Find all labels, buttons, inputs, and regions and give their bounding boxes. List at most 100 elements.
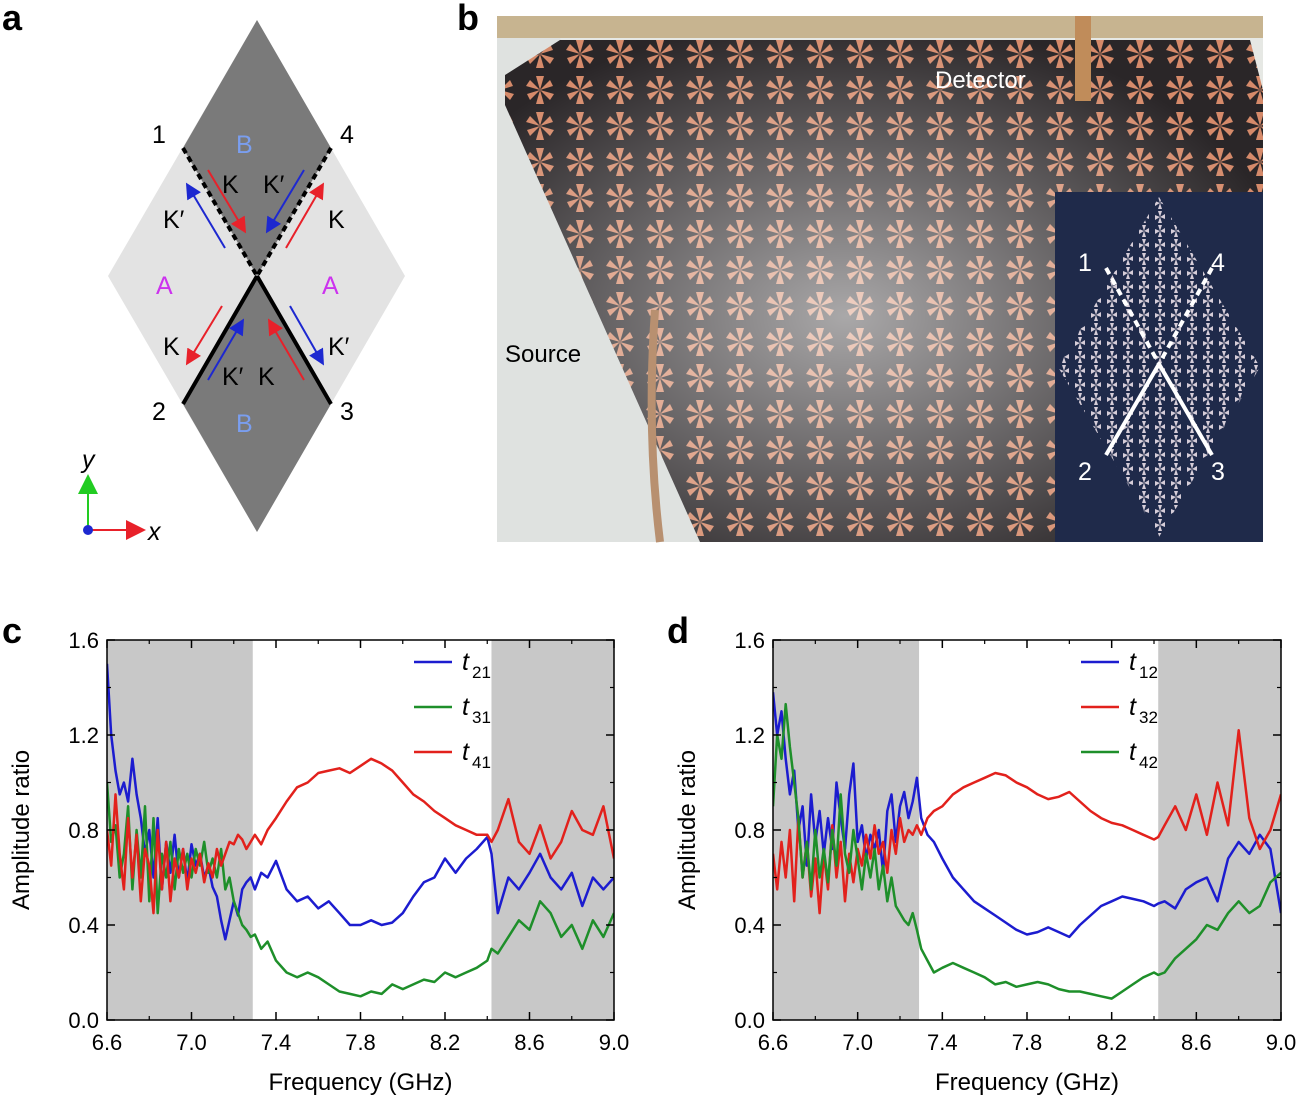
valley-kp-label-2: K′ [163, 206, 185, 234]
inset-port-2: 2 [1078, 458, 1092, 486]
y-tick-label: 0.4 [68, 913, 99, 938]
x-tick-label: 7.8 [345, 1030, 376, 1055]
origin-dot [83, 525, 93, 535]
series-line-t31 [107, 782, 614, 998]
y-tick-label: 1.2 [734, 723, 765, 748]
x-tick-label: 7.4 [261, 1030, 292, 1055]
probe [1075, 16, 1091, 101]
legend-label: t [462, 648, 470, 676]
inset-dashed-left [1104, 267, 1161, 365]
x-tick-label: 9.0 [599, 1030, 630, 1055]
solid-interface-right [255, 274, 333, 406]
x-tick-label: 7.4 [927, 1030, 958, 1055]
inset-solid-left [1104, 362, 1161, 457]
x-tick-label: 8.6 [514, 1030, 545, 1055]
legend-label-subscript: 41 [472, 753, 491, 772]
x-tick-label: 6.6 [758, 1030, 789, 1055]
x-tick-label: 7.0 [842, 1030, 873, 1055]
inset-port-1: 1 [1078, 249, 1092, 277]
valley-kp-label-1: K′ [263, 171, 285, 199]
legend-label: t [1129, 648, 1137, 676]
x-axis-label: x [147, 518, 162, 546]
y-axis-label: y [80, 446, 96, 474]
y-axis-title: Amplitude ratio [674, 750, 701, 910]
region-a-label-right: A [322, 272, 339, 300]
y-tick-label: 0.0 [734, 1008, 765, 1033]
panel-a-letter: a [2, 0, 23, 38]
valley-kp-label-3: K′ [328, 333, 350, 361]
shaded-band [107, 640, 253, 1020]
legend-label: t [462, 693, 470, 721]
series-line-t32 [773, 729, 1281, 915]
valley-k-label-4: K [258, 363, 275, 391]
arrow-k-red [207, 169, 247, 234]
arrow-kp-blue [289, 305, 324, 366]
y-tick-label: 0.8 [734, 818, 765, 843]
arrow-k-red [267, 318, 305, 381]
legend-label-subscript: 21 [472, 663, 491, 682]
valley-kp-label-4: K′ [222, 363, 244, 391]
inset-port-3: 3 [1211, 458, 1225, 486]
region-a-label-left: A [156, 272, 173, 300]
arrow-kp-blue [185, 182, 226, 249]
panel-d-letter: d [667, 610, 689, 651]
panel-c-letter: c [2, 610, 22, 651]
legend-label-subscript: 12 [1139, 663, 1158, 682]
y-axis-title: Amplitude ratio [8, 750, 35, 910]
series-line-t42 [773, 702, 1281, 1000]
dashed-interface-left [181, 146, 259, 278]
panel-d: d 6.6 7.0 7.4 7.8 8.2 8.6 9.0 0.0 0.4 0.8 1.2 1.6 Fr… [667, 610, 1296, 1096]
cable [647, 309, 664, 543]
chart-c: 6.6 7.0 7.4 7.8 8.2 8.6 9.0 0.0 0.4 0.8 1.2 1.6 Freq… [8, 628, 629, 1096]
x-tick-label: 7.8 [1012, 1030, 1043, 1055]
inset-dashed-right [1157, 267, 1214, 365]
x-tick-label: 6.6 [92, 1030, 123, 1055]
x-tick-label: 7.0 [176, 1030, 207, 1055]
port-label-2: 2 [152, 398, 166, 426]
inset-port-4: 4 [1211, 249, 1225, 277]
legend-label: t [462, 738, 470, 766]
legend-label: t [1129, 738, 1137, 766]
legend-label-subscript: 32 [1139, 708, 1158, 727]
x-tick-label: 8.2 [430, 1030, 461, 1055]
y-tick-label: 1.6 [68, 628, 99, 653]
shaded-band [1158, 640, 1281, 1020]
x-tick-label: 8.2 [1096, 1030, 1127, 1055]
arrow-k-red [285, 182, 325, 249]
photo-ruler [497, 16, 1263, 38]
series-line-t41 [107, 757, 614, 915]
series-line-t21 [107, 663, 614, 941]
x-axis-title: Frequency (GHz) [268, 1069, 452, 1096]
panel-b-letter: b [457, 0, 479, 38]
region-b-label-bottom: B [236, 410, 253, 438]
dashed-interface-right [255, 146, 333, 278]
y-tick-label: 0.8 [68, 818, 99, 843]
region-b-label-top: B [236, 131, 253, 159]
legend-label-subscript: 31 [472, 708, 491, 727]
panel-b: b Source Detector 1 4 2 3 [457, 0, 1263, 543]
port-label-1: 1 [152, 121, 166, 149]
x-axis-title: Frequency (GHz) [935, 1069, 1119, 1096]
valley-k-label-2: K [328, 206, 345, 234]
panel-c: c 6.6 7.0 7.4 7.8 8.2 8.6 9.0 0.0 0.4 0.8 1.2 1.6 Fr… [2, 610, 629, 1096]
y-tick-label: 1.2 [68, 723, 99, 748]
legend-label-subscript: 42 [1139, 753, 1158, 772]
y-tick-label: 0.4 [734, 913, 765, 938]
inset-solid-right [1157, 362, 1214, 457]
detector-label: Detector [935, 67, 1026, 94]
panel-a: a 1 4 2 3 B B A A K K′ K′ K K K′ K′ K [2, 0, 405, 546]
arrow-kp-blue [207, 318, 245, 381]
y-tick-label: 0.0 [68, 1008, 99, 1033]
solid-interface-left [181, 274, 259, 406]
x-tick-label: 9.0 [1266, 1030, 1297, 1055]
chart-d: 6.6 7.0 7.4 7.8 8.2 8.6 9.0 0.0 0.4 0.8 1.2 1.6 Freq… [674, 628, 1296, 1096]
port-label-4: 4 [340, 121, 354, 149]
valley-k-label-3: K [163, 333, 180, 361]
arrow-k-red [185, 305, 223, 366]
arrow-kp-blue [265, 169, 305, 234]
source-label: Source [505, 341, 581, 368]
port-label-3: 3 [340, 398, 354, 426]
y-tick-label: 1.6 [734, 628, 765, 653]
x-tick-label: 8.6 [1181, 1030, 1212, 1055]
